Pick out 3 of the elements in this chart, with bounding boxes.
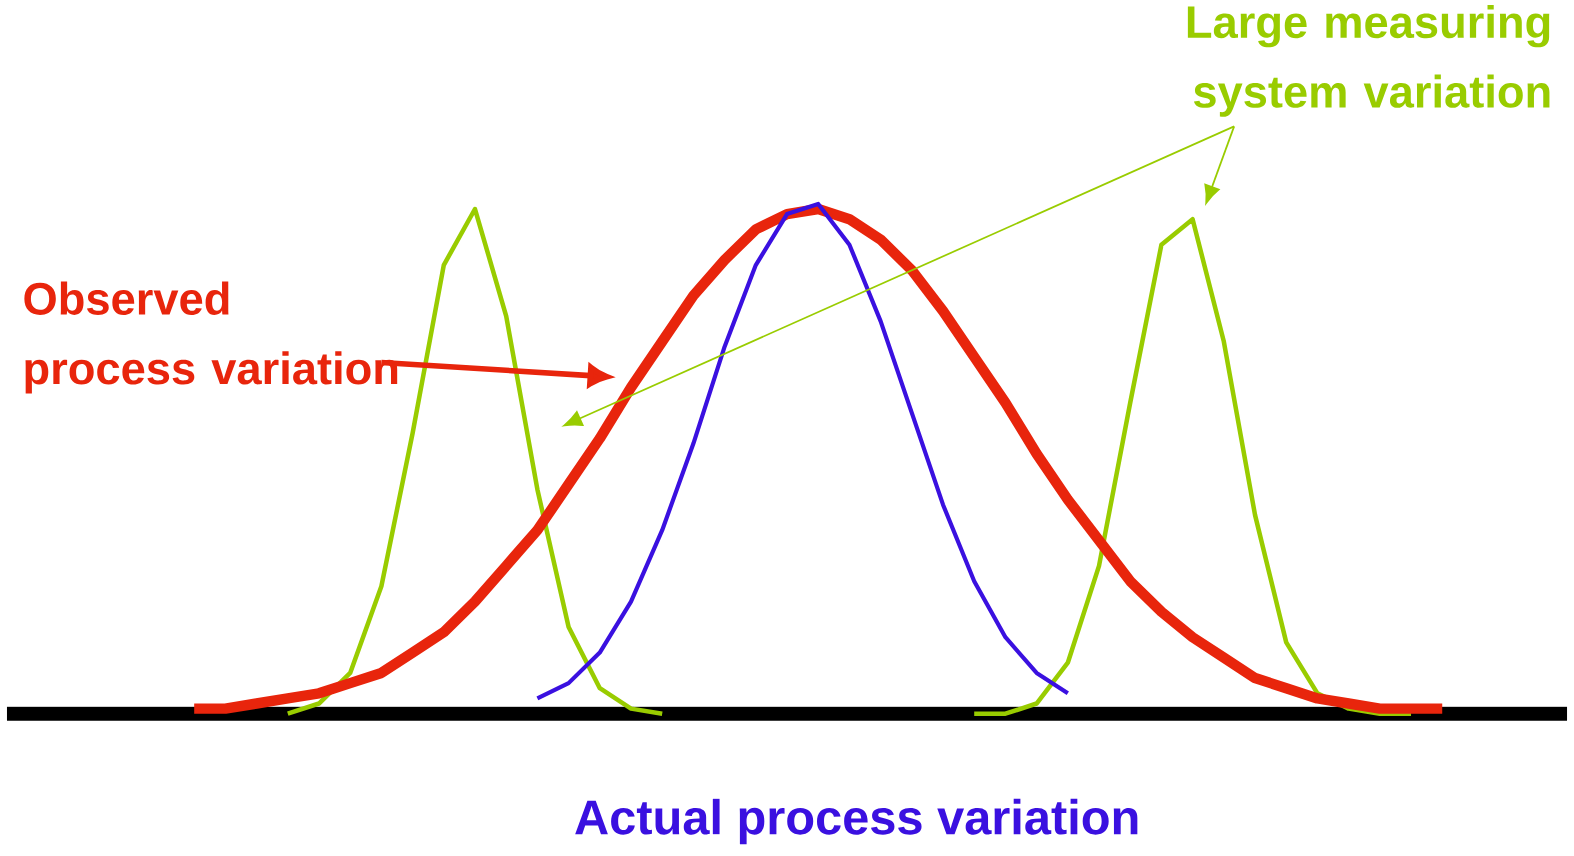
- annotation: Observed process variation: [24, 281, 398, 394]
- text: Large measuring system variation: [1187, 4, 1550, 117]
- x-axis-title: Actual process variation: [575, 798, 1138, 845]
